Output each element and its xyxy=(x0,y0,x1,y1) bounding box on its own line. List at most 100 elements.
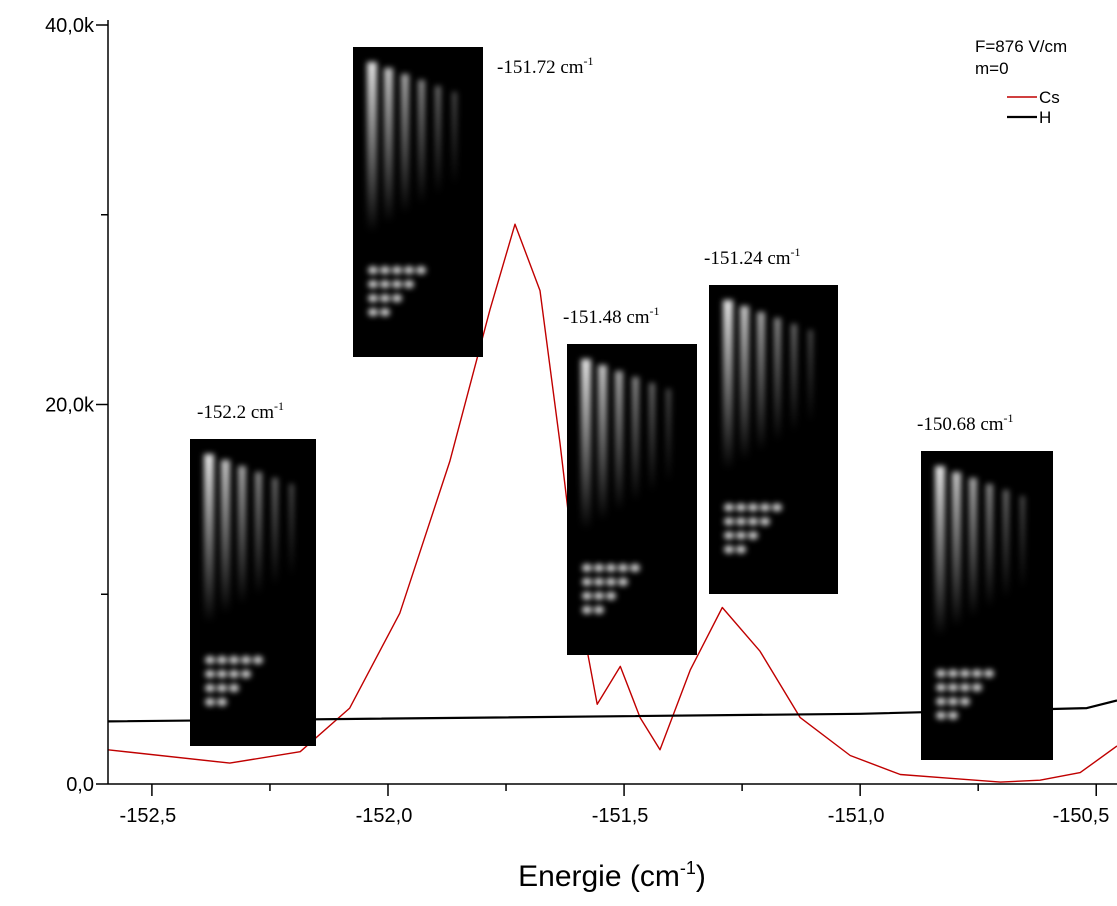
inset-lobe xyxy=(748,517,758,526)
inset-stripe xyxy=(649,383,655,492)
inset-stripe xyxy=(418,80,425,204)
inset-label-sup: -1 xyxy=(274,399,284,413)
inset-lobe xyxy=(772,503,782,512)
inset-stripe xyxy=(666,389,671,483)
inset-stripe xyxy=(238,466,246,605)
inset-pattern xyxy=(935,466,1025,720)
inset-stripe xyxy=(740,306,749,461)
y-tick-label: 0,0 xyxy=(66,774,94,796)
legend-label: Cs xyxy=(1039,88,1060,107)
inset-stripe xyxy=(581,359,591,531)
inset-pattern xyxy=(723,300,813,554)
inset-lobe xyxy=(416,266,426,275)
inset-lobe xyxy=(217,684,227,693)
inset-label: -151.48 cm-1 xyxy=(563,304,660,328)
legend-title: m=0 xyxy=(975,59,1009,78)
inset-label-sup: -1 xyxy=(791,245,801,259)
inset-lobe xyxy=(380,280,390,289)
inset-lobe xyxy=(724,503,734,512)
x-label-text: Energie (cm xyxy=(518,860,680,893)
inset-lobe xyxy=(972,669,982,678)
inset-label: -152.2 cm-1 xyxy=(197,399,284,423)
inset-lobe xyxy=(948,711,958,720)
inset-label: -151.24 cm-1 xyxy=(704,245,801,269)
inset-lobe xyxy=(582,577,592,586)
inset-stripe xyxy=(986,484,993,608)
inset-lobe xyxy=(984,669,994,678)
inset-stripe xyxy=(632,377,639,502)
inset-label: -151.72 cm-1 xyxy=(497,54,594,78)
legend-label: H xyxy=(1039,108,1051,127)
inset-pattern xyxy=(367,62,457,317)
inset-lobe xyxy=(380,308,390,317)
inset-lobe xyxy=(748,531,758,540)
inset-lobe xyxy=(392,266,402,275)
inset-lobe xyxy=(217,656,227,665)
x-tick-label: -151,0 xyxy=(828,805,885,827)
inset-stripe xyxy=(723,300,733,470)
inset-stripe xyxy=(969,478,977,618)
inset-stripe xyxy=(615,371,623,511)
inset-lobe xyxy=(594,577,604,586)
inset-stripe xyxy=(204,454,214,623)
inset-lobe xyxy=(630,563,640,572)
inset-label-sup: -1 xyxy=(584,54,594,68)
inset-lobe xyxy=(217,670,227,679)
inset-pattern xyxy=(204,454,294,707)
inset-stripe xyxy=(255,472,262,595)
inset-lobe xyxy=(404,266,414,275)
inset-stripe xyxy=(757,312,765,452)
inset-lobe xyxy=(582,591,592,600)
inset-lobe xyxy=(606,591,616,600)
x-tick-label: -150,5 xyxy=(1053,805,1110,827)
inset-lobe xyxy=(724,545,734,554)
inset-stripe xyxy=(1003,490,1009,599)
inset-stripe xyxy=(221,460,230,614)
inset-lobe xyxy=(948,683,958,692)
x-tick-label: -152,5 xyxy=(120,805,177,827)
inset-lobe xyxy=(229,684,239,693)
inset-lobe xyxy=(205,698,215,707)
inset-label-text: -150.68 cm xyxy=(917,414,1004,435)
inset-lobe xyxy=(368,294,378,303)
inset-lobe xyxy=(229,656,239,665)
inset-lobe xyxy=(748,503,758,512)
inset-lobe xyxy=(229,670,239,679)
inset-lobe xyxy=(241,656,251,665)
inset-lobe xyxy=(736,531,746,540)
inset-lobe xyxy=(736,545,746,554)
inset-lobe xyxy=(960,669,970,678)
inset-lobe xyxy=(380,266,390,275)
inset-lobe xyxy=(972,683,982,692)
inset-stripe xyxy=(401,74,409,214)
inset-lobe xyxy=(948,697,958,706)
inset-lobe xyxy=(936,697,946,706)
inset-lobe xyxy=(368,308,378,317)
x-label-close: ) xyxy=(696,860,706,893)
inset-lobe xyxy=(217,698,227,707)
inset-stripe xyxy=(367,62,377,233)
insets: -152.2 cm-1-151.72 cm-1-151.48 cm-1-151.… xyxy=(190,47,1053,760)
inset-label-sup: -1 xyxy=(650,304,660,318)
inset-stripe xyxy=(935,466,945,636)
inset-stripe xyxy=(272,478,278,586)
inset-stripe xyxy=(952,472,961,627)
inset-lobe xyxy=(736,503,746,512)
inset-stripe xyxy=(435,86,441,195)
inset-lobe xyxy=(724,531,734,540)
inset-label: -150.68 cm-1 xyxy=(917,411,1014,435)
inset-lobe xyxy=(205,684,215,693)
inset-lobe xyxy=(960,683,970,692)
inset-label-text: -151.48 cm xyxy=(563,307,650,328)
inset-lobe xyxy=(606,563,616,572)
inset-label-text: -151.72 cm xyxy=(497,57,584,78)
inset-stripe xyxy=(452,92,457,185)
inset-lobe xyxy=(368,280,378,289)
inset-stripe xyxy=(808,330,813,423)
legend-title: F=876 V/cm xyxy=(975,37,1067,56)
inset-lobe xyxy=(380,294,390,303)
inset-lobe xyxy=(724,517,734,526)
inset-label-text: -151.24 cm xyxy=(704,248,791,269)
inset-lobe xyxy=(618,577,628,586)
